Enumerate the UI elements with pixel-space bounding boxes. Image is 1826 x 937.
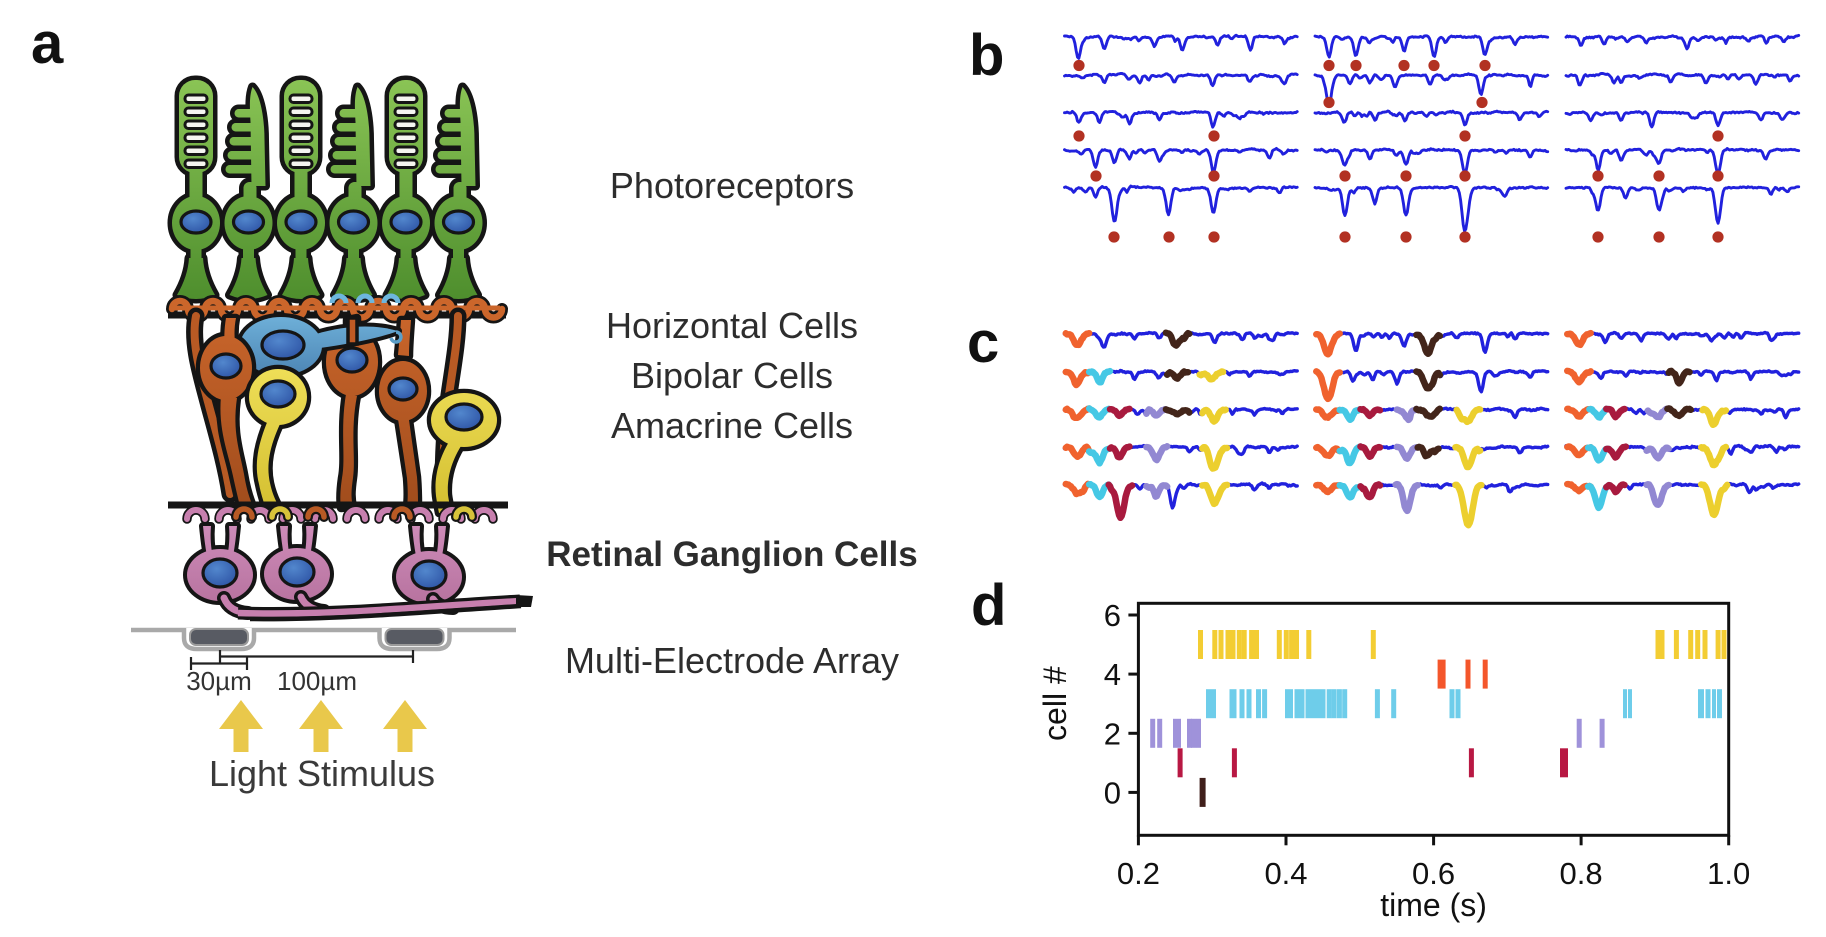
- svg-text:c: c: [967, 310, 999, 375]
- svg-text:time (s): time (s): [1380, 887, 1487, 923]
- svg-text:0: 0: [1104, 775, 1121, 810]
- svg-text:a: a: [31, 11, 64, 76]
- svg-text:0.8: 0.8: [1560, 856, 1603, 891]
- svg-text:Photoreceptors: Photoreceptors: [610, 165, 854, 206]
- svg-text:Light Stimulus: Light Stimulus: [209, 753, 435, 794]
- svg-text:Bipolar Cells: Bipolar Cells: [631, 355, 833, 396]
- svg-text:0.4: 0.4: [1264, 856, 1307, 891]
- svg-text:Horizontal Cells: Horizontal Cells: [606, 305, 858, 346]
- svg-text:1.0: 1.0: [1707, 856, 1750, 891]
- svg-text:Amacrine Cells: Amacrine Cells: [611, 405, 853, 446]
- svg-text:d: d: [971, 573, 1006, 638]
- svg-text:0.6: 0.6: [1412, 856, 1455, 891]
- svg-text:cell #: cell #: [1037, 666, 1073, 741]
- svg-text:2: 2: [1104, 716, 1121, 751]
- svg-text:b: b: [969, 23, 1004, 88]
- svg-text:0.2: 0.2: [1117, 856, 1160, 891]
- svg-text:Retinal Ganglion Cells: Retinal Ganglion Cells: [546, 535, 917, 574]
- svg-text:6: 6: [1104, 598, 1121, 633]
- svg-text:100µm: 100µm: [277, 666, 357, 696]
- svg-text:4: 4: [1104, 657, 1121, 692]
- svg-text:30µm: 30µm: [186, 666, 252, 696]
- svg-text:Multi-Electrode Array: Multi-Electrode Array: [565, 640, 899, 681]
